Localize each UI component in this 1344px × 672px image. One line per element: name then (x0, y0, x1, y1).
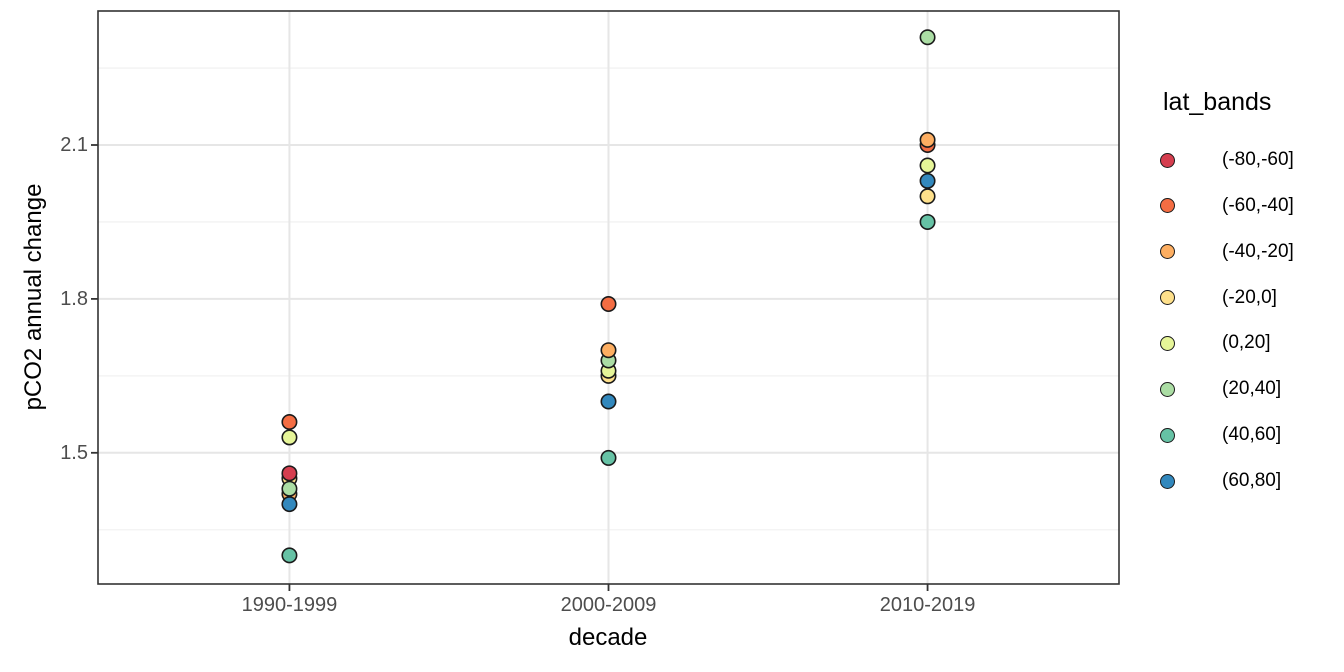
y-tick-label: 1.8 (60, 287, 88, 310)
legend-item: (0,20] (1160, 331, 1271, 355)
data-point (600, 449, 617, 466)
legend-swatch-icon (1160, 290, 1175, 306)
legend-item: (20,40] (1160, 377, 1281, 401)
legend-item: (-80,-60] (1160, 148, 1294, 172)
legend-swatch-icon (1160, 198, 1175, 214)
legend-label: (0,20] (1222, 332, 1271, 354)
legend-label: (60,80] (1222, 470, 1282, 492)
data-point (600, 296, 617, 313)
legend: lat_bands (-80,-60] (-60,-40] (-40,-20] (-2… (1156, 88, 1341, 491)
legend-item: (40,60] (1160, 423, 1281, 447)
legend-swatch-icon (1160, 381, 1175, 397)
legend-label: (40,60] (1222, 424, 1282, 446)
legend-label: (-20,0] (1222, 286, 1277, 308)
data-point (919, 188, 936, 205)
x-tick-label: 2010-2019 (879, 594, 976, 616)
legend-swatch-icon (1160, 427, 1175, 443)
legend-swatch-icon (1160, 152, 1175, 168)
x-tick-label: 1990-1999 (241, 594, 338, 616)
data-point (281, 547, 298, 564)
data-point (919, 29, 936, 46)
data-point (919, 157, 936, 174)
legend-item: (-40,-20] (1160, 240, 1294, 264)
y-tick-label: 2.1 (60, 134, 88, 156)
y-tick-label: 1.5 (60, 441, 88, 464)
legend-swatch-icon (1160, 244, 1175, 260)
legend-label: (-60,-40] (1222, 194, 1294, 216)
data-point (919, 172, 936, 189)
legend-label: (-40,-20] (1222, 240, 1294, 262)
data-point (281, 414, 298, 431)
legend-item: (60,80] (1160, 469, 1281, 493)
data-point (281, 480, 298, 497)
data-point (281, 465, 298, 482)
data-point (281, 496, 298, 513)
legend-label: (-80,-60] (1222, 149, 1294, 170)
x-tick-label: 2000-2009 (560, 594, 657, 616)
data-point (919, 213, 936, 230)
legend-label: (20,40] (1222, 378, 1282, 400)
legend-item: (-20,0] (1160, 286, 1277, 310)
legend-swatch-icon (1160, 473, 1175, 489)
legend-item: (-60,-40] (1160, 194, 1294, 218)
data-point (281, 429, 298, 446)
data-point (919, 131, 936, 148)
data-point (600, 342, 617, 359)
data-point (600, 393, 617, 410)
legend-swatch-icon (1160, 335, 1175, 351)
x-axis-title: decade (568, 624, 648, 651)
legend-title: lat_bands (1163, 88, 1272, 116)
